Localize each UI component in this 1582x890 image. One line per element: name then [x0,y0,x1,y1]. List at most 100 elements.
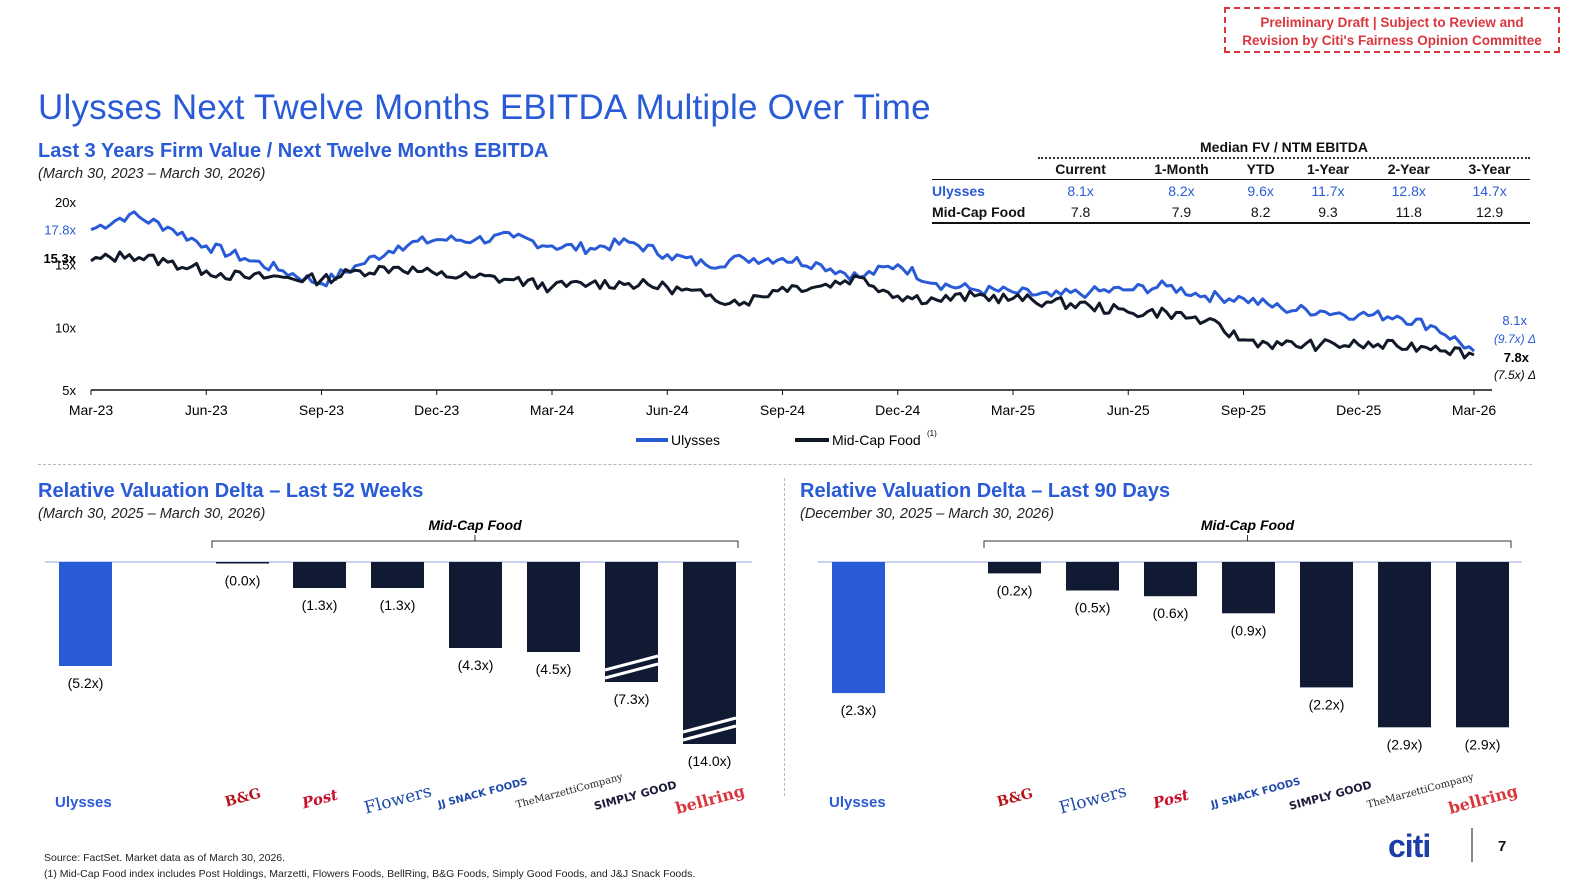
peer-bar [988,562,1041,574]
group-label: Mid-Cap Food [1201,517,1295,533]
peer-bar [293,562,346,588]
bar-value-label: (2.2x) [1309,696,1345,712]
midcap-end-label: 7.8x [1504,350,1530,365]
peer-bar [683,562,736,744]
bar-chart-52w-subtitle: Relative Valuation Delta – Last 52 Weeks [38,480,424,502]
table-cell: 9.3 [1318,203,1338,220]
ulysses-end-label: 8.1x [1502,313,1527,328]
row-label: Mid-Cap Food [932,203,1026,220]
x-tick-label: Sep-25 [1221,402,1266,418]
x-tick-label: Sep-23 [299,402,344,418]
axis-break-mark [604,654,659,680]
y-tick-label: 5x [62,383,76,398]
peer-bar [1456,562,1509,728]
column-header: YTD [1246,160,1275,177]
table-row: Mid-Cap Food 7.8 7.9 8.2 9.3 11.8 12.9 [932,201,1530,223]
table-cell: 12.8x [1391,182,1426,199]
panel-divider [784,478,785,796]
bar-value-label: (4.5x) [536,661,572,677]
peer-bar [1222,562,1275,614]
median-table: Current 1-Month YTD 1-Year 2-Year 3-Year… [932,158,1530,224]
x-tick-label: Dec-25 [1336,402,1381,418]
ulysses-start-label: 17.8x [44,223,76,238]
x-tick-label: Mar-23 [69,402,114,418]
bar-value-label: (14.0x) [688,753,732,769]
midcap-delta-label: (7.5x) Δ [1494,368,1536,382]
table-cell: 7.8 [1070,203,1091,220]
line-chart-date-range: (March 30, 2023 – March 30, 2026) [38,166,266,182]
table-cell: 7.9 [1171,203,1192,220]
line-chart-axes: 5x 10x 15x 20x Mar-23 Jun-23 Sep-23 Dec-23 Mar-2… [55,195,1496,418]
median-table-header: Current 1-Month YTD 1-Year 2-Year 3-Year [932,158,1530,180]
legend-midcap-footnote: (1) [927,429,937,438]
draft-notice-line-1: Preliminary Draft | Subject to Review an… [1260,15,1524,30]
logo-divider [1471,828,1473,862]
peer-bar [216,562,269,564]
bar-value-label: (4.3x) [458,657,494,673]
peer-bar [1144,562,1197,597]
group-bracket [983,540,1512,548]
draft-notice: Preliminary Draft | Subject to Review an… [1224,7,1560,53]
peer-bar [1300,562,1353,688]
bar-value-label: (2.3x) [841,702,877,718]
peer-bar [449,562,502,648]
x-tick-label: Jun-23 [185,402,228,418]
ulysses-bar [59,562,112,666]
x-tick-label: Jun-24 [646,402,689,418]
x-tick-label: Sep-24 [760,402,805,418]
footnote-source: Source: FactSet. Market data as of March… [44,852,286,864]
bar-value-label: (0.5x) [1075,600,1111,616]
legend-midcap-label: Mid-Cap Food [832,432,921,448]
y-tick-label: 15x [55,258,76,273]
table-cell: 8.2x [1168,182,1195,199]
ebitda-line-chart: 5x 10x 15x 20x Mar-23 Jun-23 Sep-23 Dec-23 Mar-2… [43,195,1536,448]
page-number: 7 [1498,838,1507,855]
x-tick-label: Mar-24 [530,402,575,418]
peer-bar [1066,562,1119,591]
peer-bar [527,562,580,652]
midcap-start-label: 15.3x [43,251,76,266]
peer-bar [371,562,424,588]
y-tick-label: 10x [55,320,76,335]
bar-chart-90d-date-range: (December 30, 2025 – March 30, 2026) [800,506,1054,522]
bar-value-label: (2.9x) [1465,736,1501,752]
ulysses-delta-label: (9.7x) Δ [1494,332,1536,346]
group-label: Mid-Cap Food [428,517,522,533]
bar-chart-52w: Mid-Cap Food (5.2x) (0.0x) (1.3x) (1.3x) (4.3… [45,517,752,769]
bar-value-label: (7.3x) [614,691,650,707]
line-chart-subtitle: Last 3 Years Firm Value / Next Twelve Mo… [38,140,549,162]
x-tick-label: Mar-25 [991,402,1036,418]
bar-value-label: (0.9x) [1231,622,1267,638]
table-cell: 8.2 [1250,203,1271,220]
legend-ulysses-label: Ulysses [671,432,720,448]
draft-notice-line-2: Revision by Citi's Fairness Opinion Comm… [1242,33,1542,48]
column-header: 1-Month [1154,160,1209,177]
table-cell: 11.8 [1395,203,1422,220]
bar-chart-90d-subtitle: Relative Valuation Delta – Last 90 Days [800,480,1171,502]
column-header: 3-Year [1468,160,1511,177]
bar-value-label: (5.2x) [68,675,104,691]
x-tick-label: Dec-24 [875,402,920,418]
table-cell: 11.7x [1311,182,1345,199]
bar-chart-90d: Mid-Cap Food (2.3x) (0.2x) (0.5x) (0.6x) (0.9… [818,517,1522,752]
footnote-index: (1) Mid-Cap Food index includes Post Hol… [44,868,696,880]
x-tick-label: Dec-23 [414,402,459,418]
ulysses-label-52w: Ulysses [55,794,112,811]
x-tick-label: Mar-26 [1452,402,1497,418]
bar-chart-52w-date-range: (March 30, 2025 – March 30, 2026) [38,506,266,522]
ulysses-label-90d: Ulysses [829,794,886,811]
column-header: 2-Year [1387,160,1430,177]
section-divider [38,464,1532,465]
column-header: 1-Year [1306,160,1349,177]
peer-bar [1378,562,1431,728]
axis-break-mark [682,716,737,742]
x-tick-label: Jun-25 [1107,402,1150,418]
page-title: Ulysses Next Twelve Months EBITDA Multip… [38,88,931,127]
bar-value-label: (1.3x) [302,597,338,613]
table-row: Ulysses 8.1x 8.2x 9.6x 11.7x 12.8x 14.7x [932,179,1530,202]
table-cell: 12.9 [1475,203,1504,220]
median-table-title: Median FV / NTM EBITDA [1200,139,1368,155]
table-cell: 9.6x [1247,182,1274,199]
citi-logo: citi [1388,828,1431,864]
table-cell: 8.1x [1067,182,1094,199]
